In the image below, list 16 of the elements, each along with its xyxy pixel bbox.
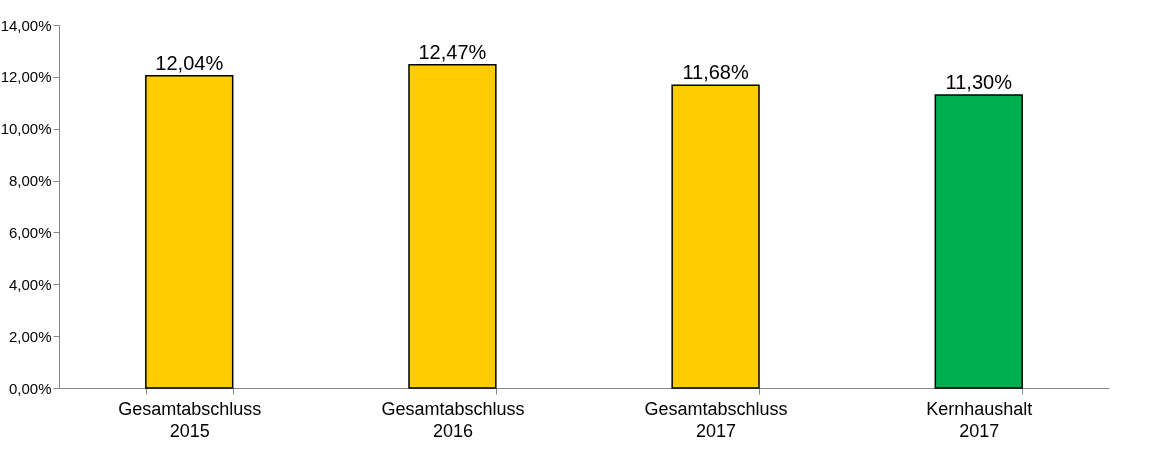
y-tick-label: 12,00% [0, 68, 52, 86]
x-tick-label: Kernhaushalt 2017 [926, 398, 1033, 441]
y-tick-label: 10,00% [0, 120, 52, 138]
data-label: 11,30% [945, 71, 1013, 94]
data-label: 12,47% [418, 40, 487, 63]
y-tick-label: 2,00% [8, 327, 52, 345]
y-tick-label: 0,00% [8, 379, 52, 397]
y-tick-label: 14,00% [0, 16, 52, 34]
x-tick-label: Gesamtabschluss 2016 [381, 398, 525, 441]
y-tick-label: 4,00% [8, 275, 52, 293]
y-tick-label: 6,00% [8, 223, 52, 241]
y-tick-label: 8,00% [8, 172, 52, 190]
x-tick-label: Gesamtabschluss 2015 [118, 398, 262, 441]
x-tick-label: Gesamtabschluss 2017 [644, 398, 788, 441]
data-label: 11,68% [682, 61, 749, 84]
data-label: 12,04% [155, 51, 224, 74]
